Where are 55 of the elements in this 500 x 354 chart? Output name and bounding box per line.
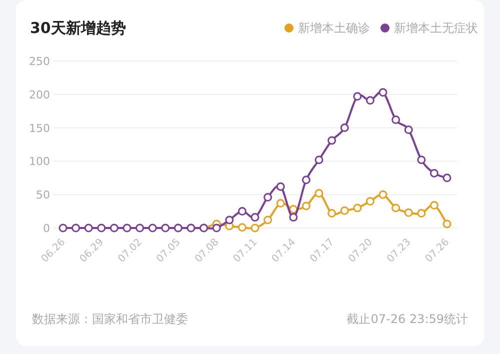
- point: [314, 156, 324, 164]
- point: [161, 224, 170, 232]
- point: [97, 224, 106, 232]
- point: [250, 224, 260, 232]
- legend-label: 新增本土确诊: [298, 21, 370, 35]
- point: [238, 207, 246, 216]
- point: [417, 156, 426, 164]
- point: [404, 126, 413, 134]
- point: [302, 202, 310, 210]
- chart-title: 30天新增趋势: [30, 19, 126, 37]
- source-note: 数据来源：国家和省市卫健委: [32, 312, 188, 326]
- point: [353, 92, 362, 101]
- point: [72, 224, 80, 232]
- point: [212, 224, 221, 232]
- point: [58, 224, 68, 232]
- point: [430, 168, 438, 178]
- point: [302, 176, 310, 184]
- y-tick-label: 50: [36, 188, 50, 202]
- point: [430, 201, 438, 210]
- point: [264, 216, 272, 224]
- point: [136, 224, 144, 232]
- point: [276, 199, 285, 208]
- point: [442, 174, 452, 182]
- y-tick-label: 250: [29, 55, 50, 68]
- point: [238, 223, 246, 232]
- y-tick-label: 0: [43, 222, 50, 235]
- y-tick-label: 150: [29, 122, 50, 135]
- point: [353, 204, 362, 212]
- point: [442, 220, 452, 228]
- point: [314, 189, 324, 198]
- point: [392, 116, 400, 124]
- point: [110, 224, 118, 232]
- point: [366, 197, 374, 206]
- point: [122, 224, 132, 232]
- point: [250, 213, 260, 222]
- point: [340, 124, 349, 132]
- point: [148, 224, 157, 232]
- legend-label: 新增本土无症状: [394, 21, 478, 35]
- point: [276, 182, 285, 191]
- point: [289, 213, 298, 222]
- point: [404, 208, 413, 217]
- point: [417, 209, 426, 218]
- point: [264, 193, 272, 202]
- point: [84, 224, 93, 232]
- point: [392, 204, 400, 212]
- y-tick-label: 200: [29, 88, 50, 102]
- point: [225, 216, 234, 224]
- text: 截止07-26 23:59统计: [346, 312, 468, 326]
- point: [366, 96, 374, 105]
- point: [340, 206, 349, 215]
- point: [378, 88, 388, 97]
- y-tick-label: 100: [29, 155, 50, 168]
- point: [328, 136, 336, 145]
- point: [328, 209, 336, 218]
- point: [378, 190, 388, 199]
